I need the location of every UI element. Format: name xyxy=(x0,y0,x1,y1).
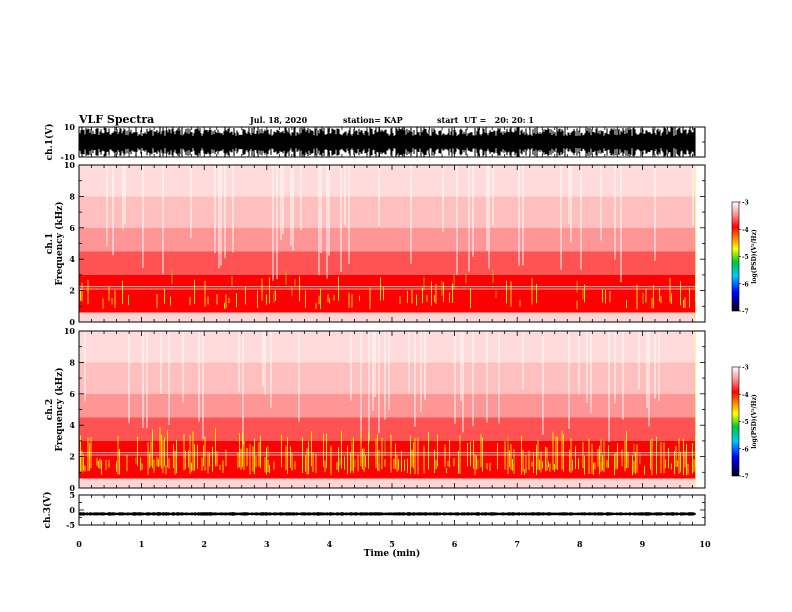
p2-ytick-label: 0 xyxy=(69,317,75,327)
ch1-waveform-ytick-label: 10 xyxy=(64,122,76,132)
time-tick-label: 1 xyxy=(139,539,145,549)
colorbar-tick-label: -7 xyxy=(742,474,749,481)
colorbar-tick-label: -5 xyxy=(742,419,749,426)
p3-ytick-label: 8 xyxy=(69,357,75,367)
spectrogram-peak-power xyxy=(135,435,680,470)
ch2-spectrogram-panel: 0 2 4 6 8 10 ch.2Frequency (kHz) xyxy=(45,326,706,493)
station-label: station= KAP xyxy=(343,115,403,125)
p3-ytick-label: 4 xyxy=(69,420,75,430)
spectrogram-band xyxy=(79,417,696,441)
colorbar-tick-label: -3 xyxy=(742,365,749,372)
spectrogram-strong-power xyxy=(79,427,696,476)
p3-ytick-label: 0 xyxy=(69,483,75,493)
ch3-waveform-trace xyxy=(79,512,696,516)
time-tick-label: 7 xyxy=(514,539,520,549)
spectrogram-low-cut xyxy=(79,312,696,322)
spectrogram-band xyxy=(79,440,696,479)
colorbar-tick-label: -7 xyxy=(742,309,749,316)
date-label: Jul. 18, 2020 xyxy=(250,115,308,125)
chart-title: VLF Spectra xyxy=(79,113,155,126)
ch2-colorbar: -3 -4 -5 -6 -7 log(PSD)(V²/Hz) xyxy=(731,365,758,481)
spectrogram-band xyxy=(79,165,696,197)
ch3-waveform-ytick-label: 0 xyxy=(69,505,75,515)
time-tick-label: 2 xyxy=(201,539,207,549)
p2-ytick-label: 10 xyxy=(64,160,76,170)
time-tick-label: 3 xyxy=(264,539,270,549)
p3-ytick-label: 6 xyxy=(69,389,75,399)
spectrogram-low-cut xyxy=(79,478,696,488)
ch3-waveform-ytick-label: -5 xyxy=(66,520,75,530)
spectrogram-band xyxy=(79,274,696,313)
start-time-label: start UT = 20: 20: 1 xyxy=(437,115,534,125)
spectrogram-band xyxy=(79,196,696,228)
colorbar-tick-label: -4 xyxy=(742,392,749,399)
time-tick-label: 5 xyxy=(389,539,395,549)
spectrogram-band xyxy=(79,393,696,418)
time-tick-label: 9 xyxy=(640,539,646,549)
time-tick-label: 8 xyxy=(577,539,583,549)
ch1-waveform-ylabel: ch.1(V) xyxy=(44,124,55,161)
spectrogram-gap-lines xyxy=(84,331,660,445)
colorbar-tick-label: -4 xyxy=(742,227,749,234)
p2-ytick-label: 4 xyxy=(69,254,75,264)
ch1-waveform-trace xyxy=(79,127,696,157)
colorbar-gradient xyxy=(731,366,740,477)
p2-ytick-label: 6 xyxy=(69,223,75,233)
time-axis-label: Time (min) xyxy=(364,548,421,559)
colorbar-gradient xyxy=(731,201,740,312)
colorbar-tick-label: -5 xyxy=(742,254,749,261)
colorbar-tick-label: -6 xyxy=(742,446,749,453)
ch3-waveform-ytick-label: 5 xyxy=(69,490,75,500)
spectrogram-band xyxy=(79,251,696,275)
spectrogram-peak-power xyxy=(171,269,644,305)
colorbar-label: log(PSD)(V²/Hz) xyxy=(751,394,758,449)
ch3-waveform-ylabel: ch.3(V) xyxy=(42,492,53,529)
p3-ytick-label: 2 xyxy=(69,452,75,462)
time-tick-label: 10 xyxy=(699,539,711,549)
time-tick-label: 4 xyxy=(327,539,333,549)
ch1-colorbar: -3 -4 -5 -6 -7 log(PSD)(V²/Hz) xyxy=(731,200,758,316)
ch1-waveform-panel: 10 -10 ch.1(V) xyxy=(44,122,706,162)
spectrogram-band xyxy=(79,362,696,394)
p3-ylabel: ch.2Frequency (kHz) xyxy=(45,367,65,451)
colorbar-tick-label: -3 xyxy=(742,200,749,207)
time-tick-label: 0 xyxy=(76,539,82,549)
spectrogram-gap-lines xyxy=(106,165,694,283)
p2-ytick-label: 2 xyxy=(69,286,75,296)
colorbar-tick-label: -6 xyxy=(742,281,749,288)
colorbar-label: log(PSD)(V²/Hz) xyxy=(751,229,758,284)
time-tick-label: 6 xyxy=(452,539,458,549)
spectrogram-band xyxy=(79,331,696,363)
p2-ylabel: ch.1Frequency (kHz) xyxy=(45,201,65,285)
p2-ytick-label: 8 xyxy=(69,191,75,201)
p3-ytick-label: 10 xyxy=(64,326,76,336)
ch1-waveform-ytick-label: -10 xyxy=(61,152,76,162)
ch1-spectrogram-panel: 0 2 4 6 8 10 ch.1Frequency (kHz) xyxy=(45,160,706,327)
spectrogram-band xyxy=(79,227,696,252)
